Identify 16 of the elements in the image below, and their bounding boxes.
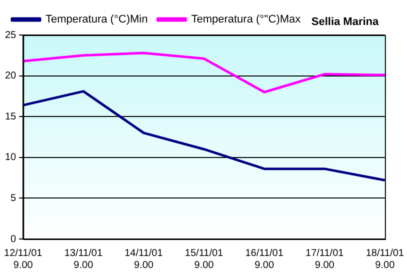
x-tick-label: 18/11/01 9.00: [366, 248, 404, 271]
y-tick-label: 25: [5, 30, 17, 41]
y-tick-label: 5: [10, 192, 17, 204]
chart-title: Sellia Marina: [311, 16, 380, 28]
x-tick-label: 14/11/01 9.00: [124, 248, 164, 271]
x-tick-label: 13/11/01 9.00: [64, 248, 103, 271]
y-tick-label: 15: [5, 111, 17, 122]
y-tick-label: 20: [5, 70, 17, 82]
legend-label: Temperatura (°C)Min: [46, 14, 148, 26]
x-tick-label: 15/11/01 9.00: [184, 248, 224, 271]
x-tick-label: 16/11/01 9.00: [245, 248, 284, 271]
y-tick-label: 0: [10, 234, 17, 245]
legend-label: Temperatura (°''C)Max: [191, 14, 302, 26]
x-tick-label: 17/11/01 9.00: [306, 248, 344, 271]
y-tick-label: 10: [5, 152, 17, 164]
x-tick-label: 12/11/01 9.00: [4, 248, 43, 271]
